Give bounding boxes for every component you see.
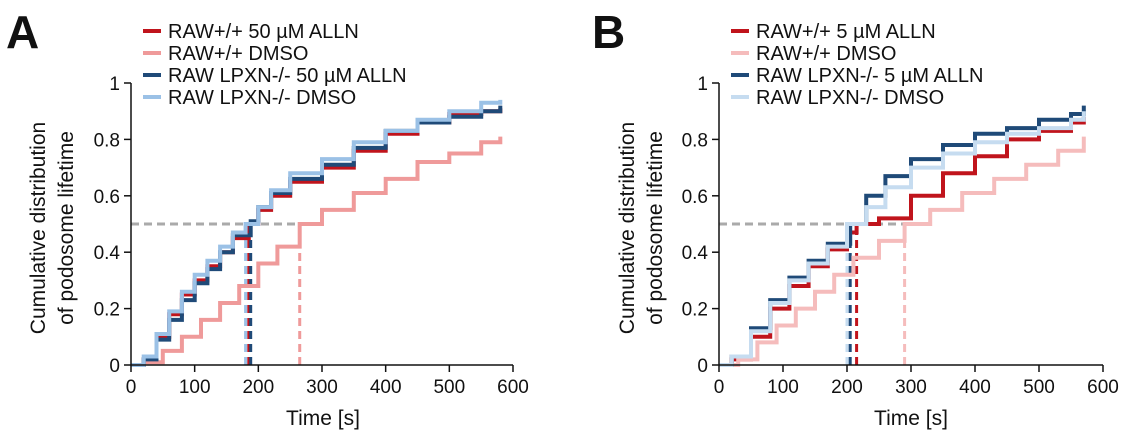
y-axis-title-b: Cumulative distribution of podosome life… [616,122,667,334]
y-axis-title-line-2: of podosome lifetime [644,131,667,325]
x-tick-label: 0 [714,377,725,398]
legend-label-4: RAW LPXN-/- DMSO [168,87,356,109]
y-axis-title-line-2: of podosome lifetime [55,131,78,325]
panel-letter-b: B [592,6,625,58]
y-tick-label: 0.8 [682,130,708,151]
y-tick-label: 0.8 [94,130,120,151]
x-tick-label: 500 [1023,377,1055,398]
y-tick-label: 0 [109,356,120,377]
y-axis-title-a: Cumulative distribution of podosome life… [27,122,78,334]
x-tick-label: 500 [433,377,465,398]
series-line-2 [131,136,503,367]
y-tick-label: 0.4 [682,243,709,264]
legend-label-1: RAW+/+ 5 µM ALLN [756,21,936,43]
x-tick-label: 300 [895,377,927,398]
series-line-1 [131,108,503,367]
series-line-4 [131,99,503,367]
x-axis-title-a: Time [s] [286,407,360,430]
legend-label-3: RAW LPXN-/- 50 µM ALLN [168,65,407,87]
y-axis-title-line-1: Cumulative distribution [27,122,50,334]
series-line-2 [719,136,1086,367]
legend-label-3: RAW LPXN-/- 5 µM ALLN [756,65,984,87]
x-tick-label: 400 [959,377,991,398]
x-tick-label: 400 [370,377,402,398]
x-tick-label: 600 [497,377,529,398]
x-tick-label: 0 [126,377,137,398]
y-tick-label: 0.2 [682,300,708,321]
legend-label-1: RAW+/+ 50 µM ALLN [168,21,359,43]
panel-letter-a: A [6,6,39,58]
x-tick-label: 100 [179,377,211,398]
legend-label-2: RAW+/+ DMSO [168,43,308,65]
y-tick-label: 0 [697,356,708,377]
legend-label-4: RAW LPXN-/- DMSO [756,87,944,109]
y-tick-label: 0.4 [94,243,121,264]
y-axis-title-line-1: Cumulative distribution [616,122,639,334]
y-tick-label: 1 [109,74,120,95]
legend-label-2: RAW+/+ DMSO [756,43,896,65]
y-tick-label: 0.6 [94,187,120,208]
y-tick-label: 0.6 [682,187,708,208]
y-tick-label: 1 [697,74,708,95]
x-tick-label: 300 [306,377,338,398]
x-tick-label: 600 [1087,377,1119,398]
x-axis-title-b: Time [s] [874,407,948,430]
series-line-3 [131,105,503,367]
x-tick-label: 200 [831,377,863,398]
y-tick-label: 0.2 [94,300,120,321]
chart-panel-a: A Cumulative distribution of podosome li… [6,6,529,430]
x-tick-label: 100 [767,377,799,398]
chart-panel-b: B Cumulative distribution of podosome li… [592,6,1119,430]
series-line-4 [719,111,1086,367]
x-tick-label: 200 [242,377,274,398]
series-line-3 [719,105,1086,367]
